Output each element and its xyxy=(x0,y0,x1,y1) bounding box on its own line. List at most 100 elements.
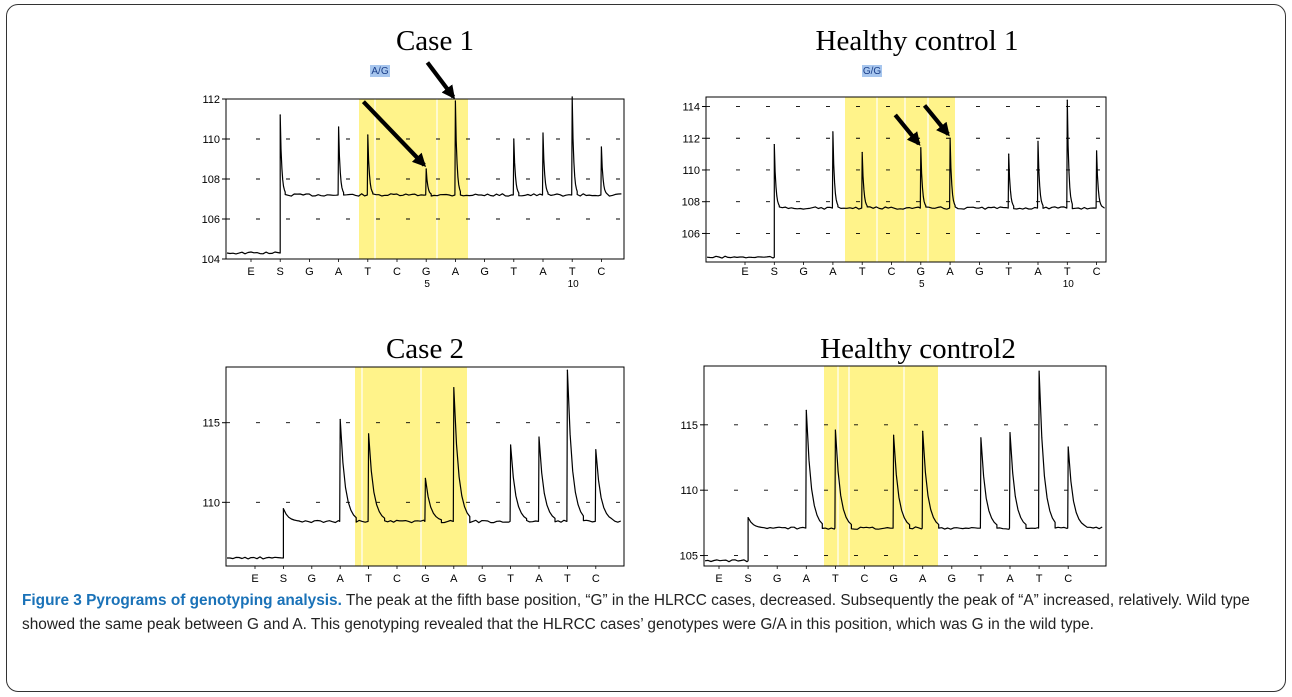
x-tick-label: A xyxy=(335,266,343,278)
x-tick-label: T xyxy=(569,266,576,278)
peak-point xyxy=(600,146,603,148)
peak-point xyxy=(510,444,512,446)
x-tick-label: T xyxy=(978,573,985,585)
x-tick-label: S xyxy=(771,266,778,278)
peak-point xyxy=(834,429,837,431)
x-tick-label: T xyxy=(859,266,866,278)
highlight-region xyxy=(355,367,467,566)
x-tick-label: T xyxy=(1005,266,1012,278)
peak-point xyxy=(368,433,370,435)
x-tick-label: G xyxy=(305,266,314,278)
x-tick-label: A xyxy=(452,266,460,278)
y-tick-label: 112 xyxy=(202,94,220,106)
x-tick-label: T xyxy=(510,266,517,278)
peak-point xyxy=(454,100,456,102)
x-tick-label: G xyxy=(889,573,898,585)
figure-caption: Figure 3 Pyrograms of genotyping analysi… xyxy=(22,589,1272,637)
x-tick-label: G xyxy=(917,266,926,278)
x-tick-label: C xyxy=(597,266,605,278)
x-tick-label: C xyxy=(393,266,401,278)
y-tick-label: 108 xyxy=(202,174,220,186)
genotype-label: A/G xyxy=(371,66,388,77)
x-tick-label: C xyxy=(592,573,600,585)
caption-title: Figure 3 Pyrograms of genotyping analysi… xyxy=(22,592,342,609)
annotation-arrow xyxy=(361,100,427,167)
x-tick-label: A xyxy=(337,573,345,585)
x-tick-label: C xyxy=(1093,266,1101,278)
peak-point xyxy=(1096,150,1098,152)
x-tick-label: T xyxy=(1064,266,1071,278)
panel-title: Case 1 xyxy=(396,25,474,57)
x-tick-label: T xyxy=(365,573,372,585)
peak-point xyxy=(538,436,540,438)
y-tick-label: 104 xyxy=(202,254,220,266)
peak-point xyxy=(920,147,922,149)
x-tick-label: C xyxy=(861,573,869,585)
x-tick-label: E xyxy=(247,266,254,278)
pyrogram-trace xyxy=(227,369,622,560)
y-tick-label: 112 xyxy=(682,133,700,145)
x-tick-label: G xyxy=(948,573,957,585)
y-tick-label: 114 xyxy=(682,102,700,114)
y-tick-label: 106 xyxy=(202,214,220,226)
peak-point xyxy=(832,131,834,133)
x-tick-label: G xyxy=(421,573,430,585)
x-tick-label: G xyxy=(480,266,489,278)
x-tick-label: T xyxy=(1036,573,1043,585)
peak-point xyxy=(1066,99,1068,101)
x-tick-label: G xyxy=(422,266,431,278)
pyrogram-panel-4: Healthy control2G/G105110115ESGATCGAGTAT… xyxy=(680,333,1107,585)
y-tick-label: 110 xyxy=(680,485,698,497)
peak-point xyxy=(980,437,982,439)
x-tick-label: S xyxy=(277,266,284,278)
y-tick-label: 110 xyxy=(202,497,220,509)
x-tick-label: A xyxy=(1034,266,1042,278)
x-tick-label: G xyxy=(975,266,984,278)
pyrogram-panel-1: Case 1 A/G 104 106 108 110 112 E S G A T C G A G T A T C 5 10 xyxy=(202,25,625,290)
pyrogram-panel-3: Case 2A/G110115ESGATCGAGTATC510 xyxy=(202,333,625,585)
x-tick-label: A xyxy=(539,266,547,278)
x-tick-label: G xyxy=(773,573,782,585)
x-tick-label: E xyxy=(251,573,258,585)
x-tick-label: E xyxy=(741,266,748,278)
genotype-badge xyxy=(370,65,390,77)
peak-point xyxy=(279,114,281,116)
peak-point xyxy=(805,409,807,412)
pyrogram-trace xyxy=(704,370,1103,563)
y-tick-label: 106 xyxy=(682,228,700,240)
x-tick-label: C xyxy=(1064,573,1072,585)
x-tick-label: G xyxy=(478,573,487,585)
plot-frame xyxy=(705,96,1107,263)
highlight-region xyxy=(824,366,938,566)
peak-point xyxy=(861,151,863,154)
annotation-arrow xyxy=(893,113,921,146)
position-number: 5 xyxy=(919,279,925,290)
position-number: 5 xyxy=(424,279,430,290)
x-tick-label: T xyxy=(564,573,571,585)
pyrogram-trace xyxy=(706,99,1105,259)
pyrogram-trace xyxy=(226,96,622,255)
peak-point xyxy=(453,387,455,389)
peak-point xyxy=(1008,153,1010,155)
x-tick-label: G xyxy=(308,573,317,585)
caption-text: The peak at the fifth base position, “G”… xyxy=(22,592,1250,633)
peak-point xyxy=(424,477,426,480)
peak-point xyxy=(571,96,573,98)
x-tick-label: A xyxy=(946,266,954,278)
peak-point xyxy=(747,517,749,519)
peak-point xyxy=(513,138,515,140)
peak-point xyxy=(542,132,544,134)
peak-point xyxy=(1067,446,1069,448)
y-tick-label: 110 xyxy=(682,165,700,177)
peak-point xyxy=(339,418,341,421)
x-tick-label: T xyxy=(832,573,839,585)
genotype-label: G/G xyxy=(863,66,882,77)
x-tick-label: A xyxy=(803,573,811,585)
peak-point xyxy=(922,430,924,432)
y-tick-label: 110 xyxy=(202,134,220,146)
x-tick-label: T xyxy=(364,266,371,278)
x-tick-label: A xyxy=(535,573,543,585)
x-tick-label: S xyxy=(280,573,287,585)
peak-point xyxy=(595,449,597,451)
panel-title: Case 2 xyxy=(386,333,464,365)
